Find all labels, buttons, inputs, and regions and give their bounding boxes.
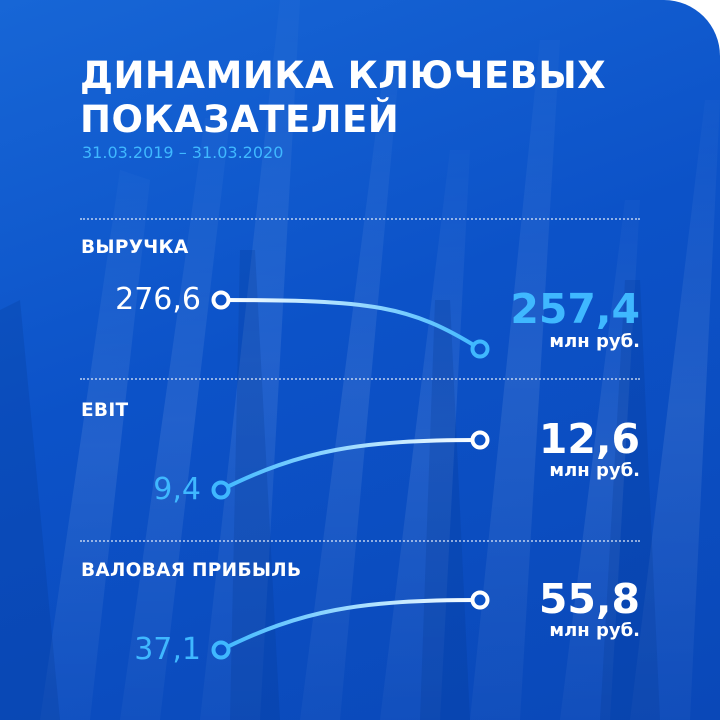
start-point-1 [211,480,231,500]
divider-2 [80,378,640,380]
start-value-ebit: 9,4 [153,472,201,507]
divider-1 [80,218,640,220]
end-unit-gross-profit: млн руб. [549,620,640,641]
trend-line-1 [219,438,482,492]
end-unit-ebit: млн руб. [549,460,640,481]
end-value-ebit: 12,6 [538,415,640,463]
end-point-1 [470,430,490,450]
series-name-revenue: ВЫРУЧКА [81,237,189,258]
title-line-1: ДИНАМИКА КЛЮЧЕВЫХ [80,54,607,97]
series-name-gross-profit: ВАЛОВАЯ ПРИБЫЛЬ [81,560,302,581]
start-value-gross-profit: 37,1 [134,632,201,667]
title-line-2: ПОКАЗАТЕЛЕЙ [80,98,400,141]
page-title: ДИНАМИКА КЛЮЧЕВЫХ ПОКАЗАТЕЛЕЙ [80,54,606,142]
start-point-0 [211,290,231,310]
end-point-0 [470,339,490,359]
divider-3 [80,540,640,542]
trend-line-0 [219,298,482,351]
start-value-revenue: 276,6 [115,282,201,317]
start-point-2 [211,640,231,660]
end-value-gross-profit: 55,8 [538,575,640,623]
series-name-ebit: EBIT [81,400,129,421]
end-point-2 [470,590,490,610]
trend-line-2 [219,598,482,652]
end-unit-revenue: млн руб. [549,331,640,352]
end-value-revenue: 257,4 [510,285,640,333]
period-label: 31.03.2019 – 31.03.2020 [82,143,284,162]
